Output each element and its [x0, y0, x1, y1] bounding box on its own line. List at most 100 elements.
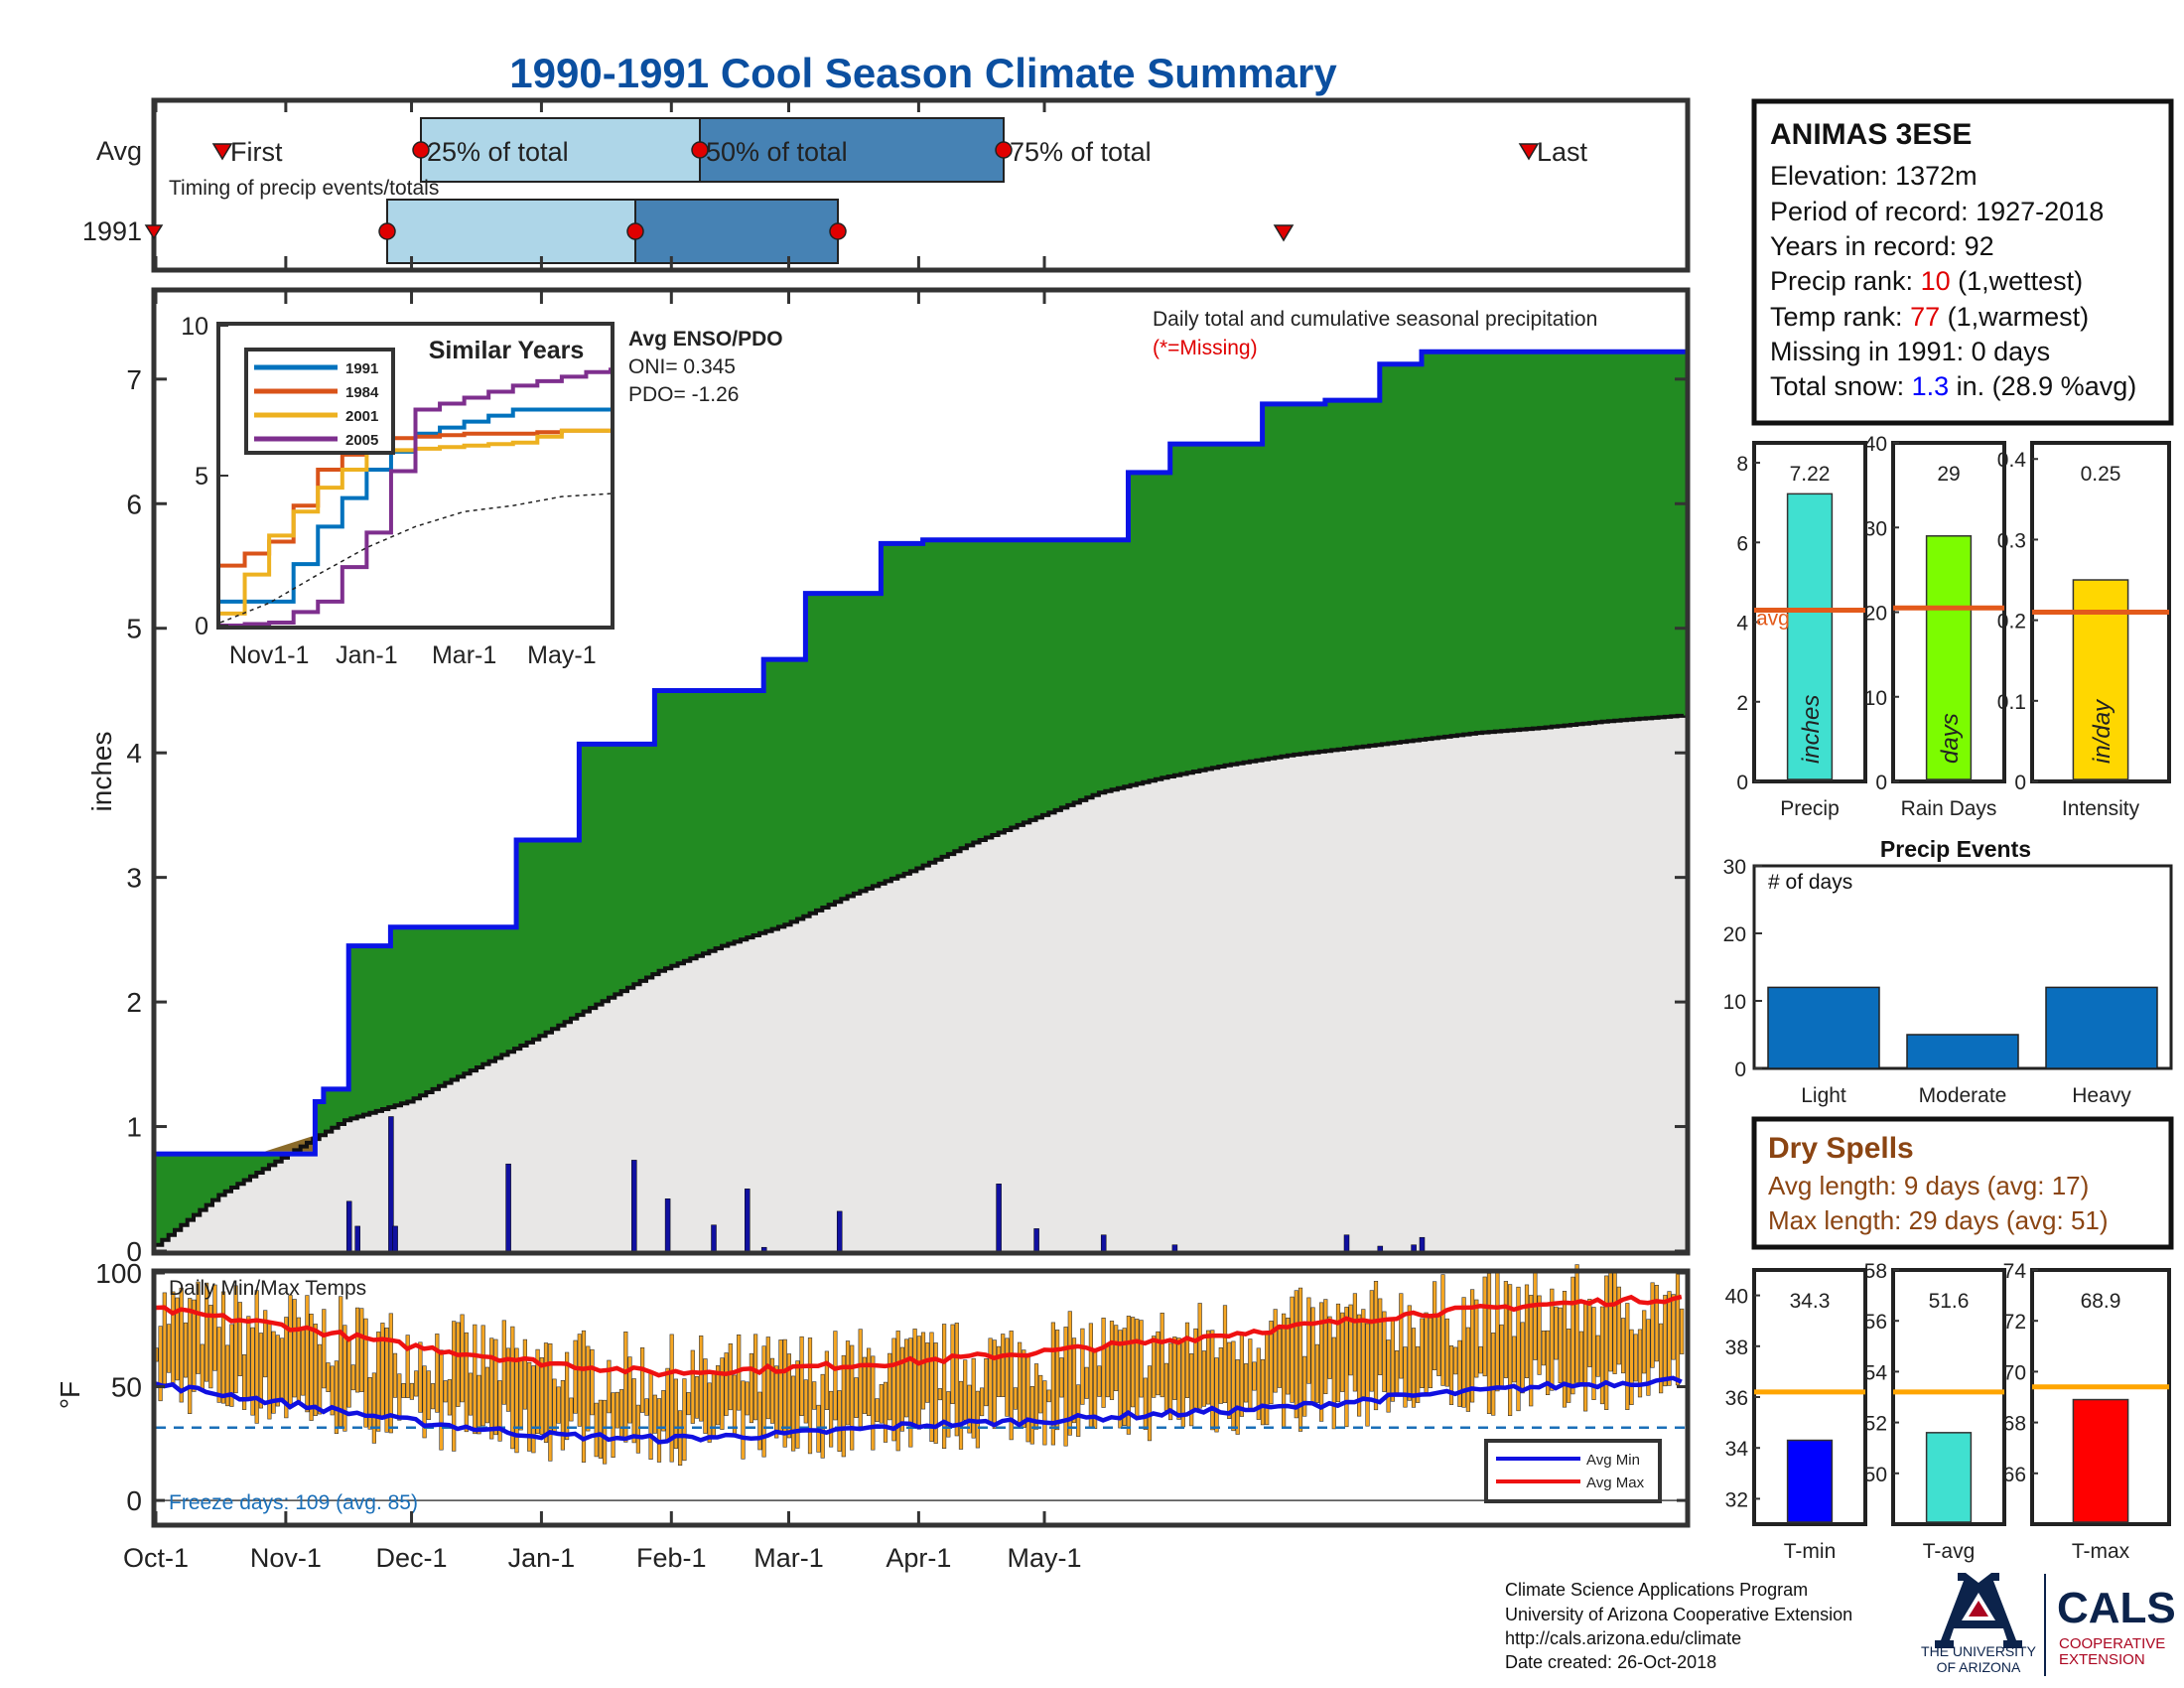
daily-temp-bar	[1554, 1306, 1559, 1360]
tmax-temp-mini-tick-label: 66	[2003, 1464, 2026, 1486]
daily-temp-bar	[765, 1336, 770, 1420]
tmax-temp-mini-value: 68.9	[2081, 1290, 2121, 1313]
similar-years-x-tick: Jan-1	[336, 641, 398, 669]
daily-temp-bar	[556, 1386, 561, 1424]
daily-temp-bar	[1080, 1328, 1085, 1405]
daily-temp-bar	[1595, 1335, 1600, 1377]
raindays-mini-label: Rain Days	[1901, 797, 1997, 820]
daily-temp-bar	[1206, 1330, 1211, 1405]
daily-temp-bar	[342, 1325, 347, 1432]
daily-precip-bar	[1343, 1234, 1350, 1252]
intensity-mini-label: Intensity	[2062, 797, 2140, 820]
daily-temp-bar	[401, 1383, 406, 1398]
legend-label-2005: 2005	[345, 432, 378, 449]
precip-mini-tick-label: 6	[1736, 532, 1748, 555]
tmin-temp-mini-label: T-min	[1784, 1540, 1837, 1563]
daily-temp-bar	[950, 1324, 955, 1404]
daily-temp-bar	[673, 1378, 678, 1450]
daily-temp-bar	[631, 1378, 636, 1444]
x-axis-label: Dec-1	[376, 1543, 448, 1573]
daily-temp-bar	[1282, 1313, 1287, 1429]
precip-y-tick-label: 6	[126, 489, 142, 519]
last-marker-year	[1273, 224, 1295, 242]
temp-plot-area	[154, 1264, 1686, 1501]
daily-temp-bar	[1524, 1284, 1530, 1379]
university-of-arizona-logo: THE UNIVERSITY OF ARIZONA	[1921, 1573, 2037, 1675]
daily-temp-bar	[937, 1388, 942, 1401]
daily-temp-bar	[1214, 1357, 1219, 1433]
average-cumulative-area	[156, 715, 1686, 1251]
legend-label-1991: 1991	[345, 360, 378, 377]
daily-temp-bar	[522, 1338, 527, 1410]
daily-temp-bar	[1578, 1331, 1583, 1387]
daily-temp-bar	[564, 1351, 570, 1441]
timing-row-avg: Avg	[96, 136, 142, 166]
daily-temp-bar	[1382, 1311, 1387, 1392]
daily-temp-bar	[1260, 1358, 1266, 1426]
enso-oni: ONI= 0.345	[628, 355, 736, 378]
daily-temp-bar	[539, 1357, 544, 1435]
daily-temp-bar	[309, 1314, 314, 1421]
daily-temp-bar	[1059, 1357, 1064, 1398]
intensity-mini-tick-label: 0.3	[1997, 529, 2026, 552]
daily-temp-bar	[912, 1329, 917, 1426]
daily-temp-bar	[473, 1324, 478, 1435]
daily-temp-bar	[1055, 1330, 1060, 1431]
daily-temp-bar	[1222, 1305, 1228, 1403]
intensity-mini-tick-label: 0.4	[1997, 449, 2027, 472]
daily-temp-bar	[669, 1334, 674, 1463]
daily-temp-bar	[334, 1360, 340, 1434]
daily-temp-bar	[862, 1356, 867, 1414]
daily-temp-bar	[611, 1392, 615, 1458]
daily-temp-bar	[392, 1352, 398, 1398]
daily-temp-bar	[1567, 1329, 1571, 1403]
daily-temp-bar	[439, 1349, 444, 1451]
daily-temp-bar	[895, 1331, 900, 1452]
tmax-temp-mini-tick-label: 72	[2003, 1311, 2026, 1334]
precip-events-bar	[1767, 986, 1880, 1069]
raindays-mini-tick-label: 40	[1864, 433, 1887, 456]
daily-temp-bar	[284, 1317, 289, 1419]
station-elevation: Elevation: 1372m	[1770, 161, 1978, 191]
daily-temp-bar	[514, 1347, 519, 1454]
daily-temp-bar	[216, 1327, 221, 1403]
q75-marker-year	[829, 222, 847, 240]
precip-mini-tick-label: 8	[1736, 453, 1748, 476]
daily-temp-bar	[1256, 1347, 1261, 1420]
daily-temp-bar	[1352, 1293, 1357, 1392]
daily-temp-bar	[954, 1323, 959, 1437]
daily-temp-bar	[820, 1373, 825, 1459]
daily-temp-bar	[581, 1330, 587, 1463]
freeze-days: Freeze days: 109 (avg. 85)	[169, 1491, 418, 1514]
precip-ylabel: inches	[86, 732, 117, 812]
daily-temp-bar	[489, 1337, 494, 1440]
daily-temp-bar	[1248, 1338, 1253, 1412]
daily-temp-bar	[682, 1378, 687, 1462]
daily-temp-bar	[1558, 1307, 1563, 1383]
daily-temp-bar	[527, 1361, 532, 1452]
station-missing: Missing in 1991: 0 days	[1770, 337, 2050, 366]
daily-temp-bar	[1416, 1345, 1421, 1403]
daily-temp-bar	[1122, 1328, 1127, 1426]
daily-temp-bar	[1461, 1297, 1466, 1408]
raindays-mini-tick-label: 0	[1875, 772, 1887, 794]
daily-temp-bar	[322, 1309, 327, 1389]
daily-temp-bar	[1369, 1290, 1374, 1392]
daily-temp-bar	[1646, 1319, 1651, 1396]
daily-temp-bar	[1176, 1337, 1181, 1420]
cals-logo: CALS COOPERATIVE EXTENSION	[2057, 1584, 2176, 1668]
daily-temp-bar	[1503, 1281, 1508, 1378]
daily-temp-bar	[1131, 1317, 1136, 1408]
daily-temp-bar	[452, 1321, 457, 1452]
daily-temp-bar	[1076, 1384, 1081, 1437]
daily-temp-bar	[1550, 1288, 1555, 1391]
temp-y-tick-label: 100	[95, 1258, 142, 1289]
daily-temp-bar	[535, 1348, 540, 1434]
daily-temp-bar	[171, 1291, 176, 1385]
daily-temp-bar	[183, 1322, 189, 1378]
daily-temp-bar	[1314, 1343, 1319, 1403]
daily-temp-bar	[757, 1391, 762, 1451]
daily-temp-bar	[376, 1332, 381, 1432]
footer: Climate Science Applications Program Uni…	[1505, 1580, 1852, 1672]
